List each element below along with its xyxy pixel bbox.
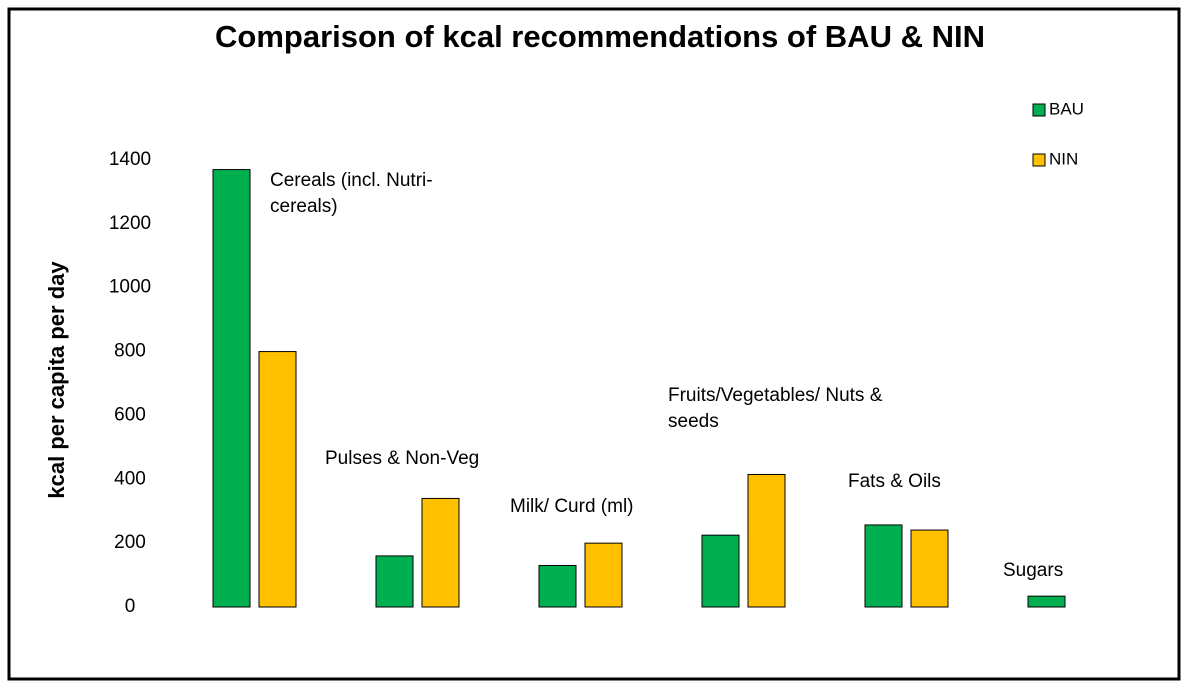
bar <box>375 555 414 608</box>
y-tick-label: 800 <box>114 341 146 362</box>
category-label: Fats & Oils <box>848 471 941 492</box>
y-tick-label: 1400 <box>109 149 151 170</box>
bar <box>538 564 577 608</box>
y-axis-label: kcal per capita per day <box>44 261 69 499</box>
y-tick-label: 1200 <box>109 213 151 234</box>
bar <box>864 524 903 608</box>
legend-swatch <box>1032 153 1046 167</box>
y-tick-label: 400 <box>114 468 146 489</box>
legend-label: NIN <box>1049 149 1078 168</box>
bar <box>1027 595 1066 608</box>
bar <box>421 497 460 608</box>
legend-label: BAU <box>1049 99 1084 118</box>
y-tick-label: 0 <box>125 596 136 617</box>
y-tick-label: 600 <box>114 404 146 425</box>
bar <box>584 542 623 608</box>
bar <box>747 473 786 608</box>
category-label: Sugars <box>1003 560 1064 581</box>
frame <box>7 7 1181 681</box>
bar <box>258 351 297 608</box>
chart-title: Comparison of kcal recommendations of BA… <box>215 19 985 54</box>
bar <box>212 169 251 608</box>
y-tick-label: 1000 <box>109 277 151 298</box>
bar <box>910 529 949 608</box>
category-label: Cereals (incl. Nutri-cereals) <box>270 170 433 217</box>
bar <box>701 534 740 608</box>
category-label: Fruits/Vegetables/ Nuts & seeds <box>668 385 883 432</box>
category-label: Milk/ Curd (ml) <box>510 496 634 517</box>
category-label: Pulses & Non-Veg <box>325 448 480 469</box>
legend-swatch <box>1032 103 1046 117</box>
y-tick-label: 200 <box>114 532 146 553</box>
